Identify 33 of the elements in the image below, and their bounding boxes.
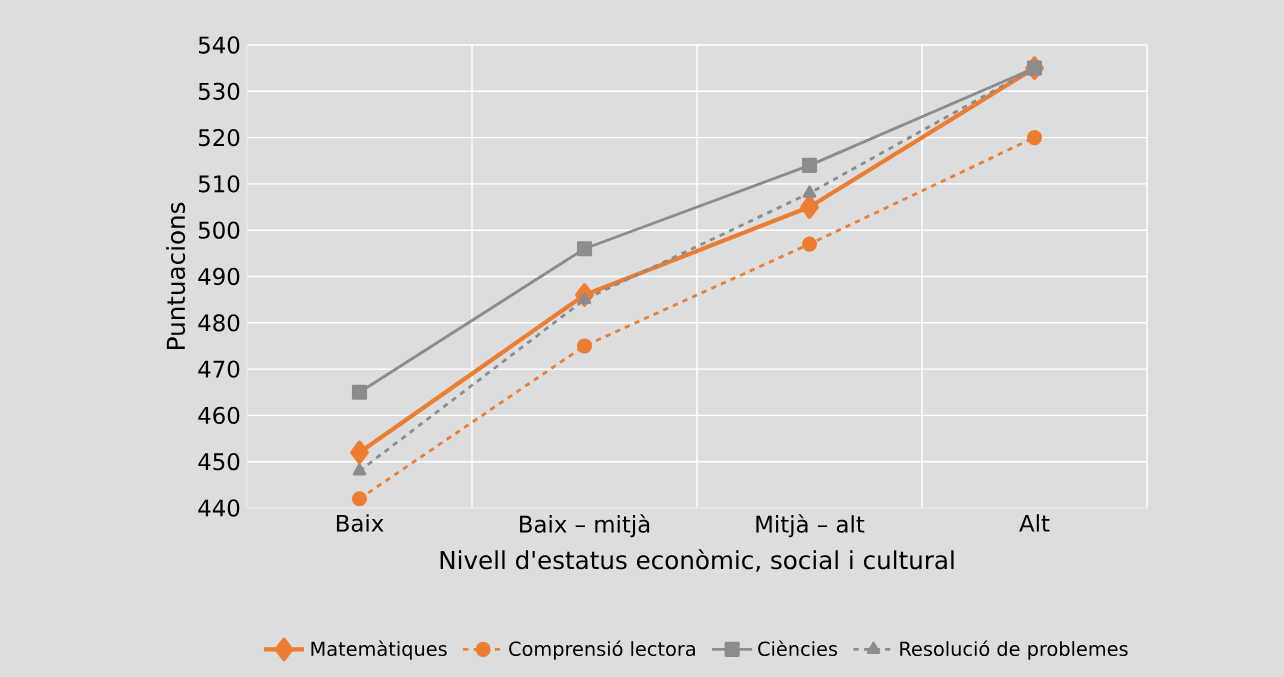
point bbox=[1026, 130, 1043, 146]
y-axis-title: Puntuacions bbox=[166, 202, 186, 349]
point bbox=[352, 463, 367, 476]
point bbox=[800, 195, 819, 219]
point bbox=[802, 185, 817, 198]
point bbox=[801, 236, 818, 252]
x-tick-label: Baix bbox=[336, 514, 384, 532]
point bbox=[351, 491, 368, 507]
point bbox=[801, 157, 818, 173]
x-tick-label: Mitjà – alt bbox=[756, 514, 865, 538]
point bbox=[351, 384, 368, 400]
y-tick-label: 540 bbox=[198, 36, 240, 54]
legend-label: Comprensió lectora bbox=[509, 640, 695, 660]
y-tick-label: 530 bbox=[198, 82, 240, 100]
y-tick-label: 500 bbox=[198, 221, 240, 239]
y-tick-label: 450 bbox=[198, 453, 240, 471]
y-tick-label: 510 bbox=[198, 175, 240, 193]
y-tick-label: 480 bbox=[198, 314, 240, 332]
y-tick-label: 490 bbox=[198, 267, 240, 286]
legend-label: Resolució de problemes bbox=[900, 640, 1128, 660]
y-tick-label: 440 bbox=[198, 499, 240, 517]
point bbox=[350, 440, 369, 465]
y-tick-label: 470 bbox=[198, 360, 240, 378]
x-tick-label: Baix – mitjà bbox=[520, 514, 650, 538]
y-tick-label: 520 bbox=[198, 128, 240, 147]
legend-label: Ciències bbox=[758, 640, 838, 657]
x-tick-label: Alt bbox=[1019, 514, 1050, 532]
y-tick-label: 460 bbox=[198, 406, 240, 425]
legend-label: Matemàtiques bbox=[311, 640, 447, 660]
point bbox=[576, 241, 593, 257]
point bbox=[576, 338, 593, 354]
point bbox=[577, 292, 592, 305]
x-axis-title: Nivell d'estatus econòmic, social i cultural bbox=[440, 549, 954, 572]
